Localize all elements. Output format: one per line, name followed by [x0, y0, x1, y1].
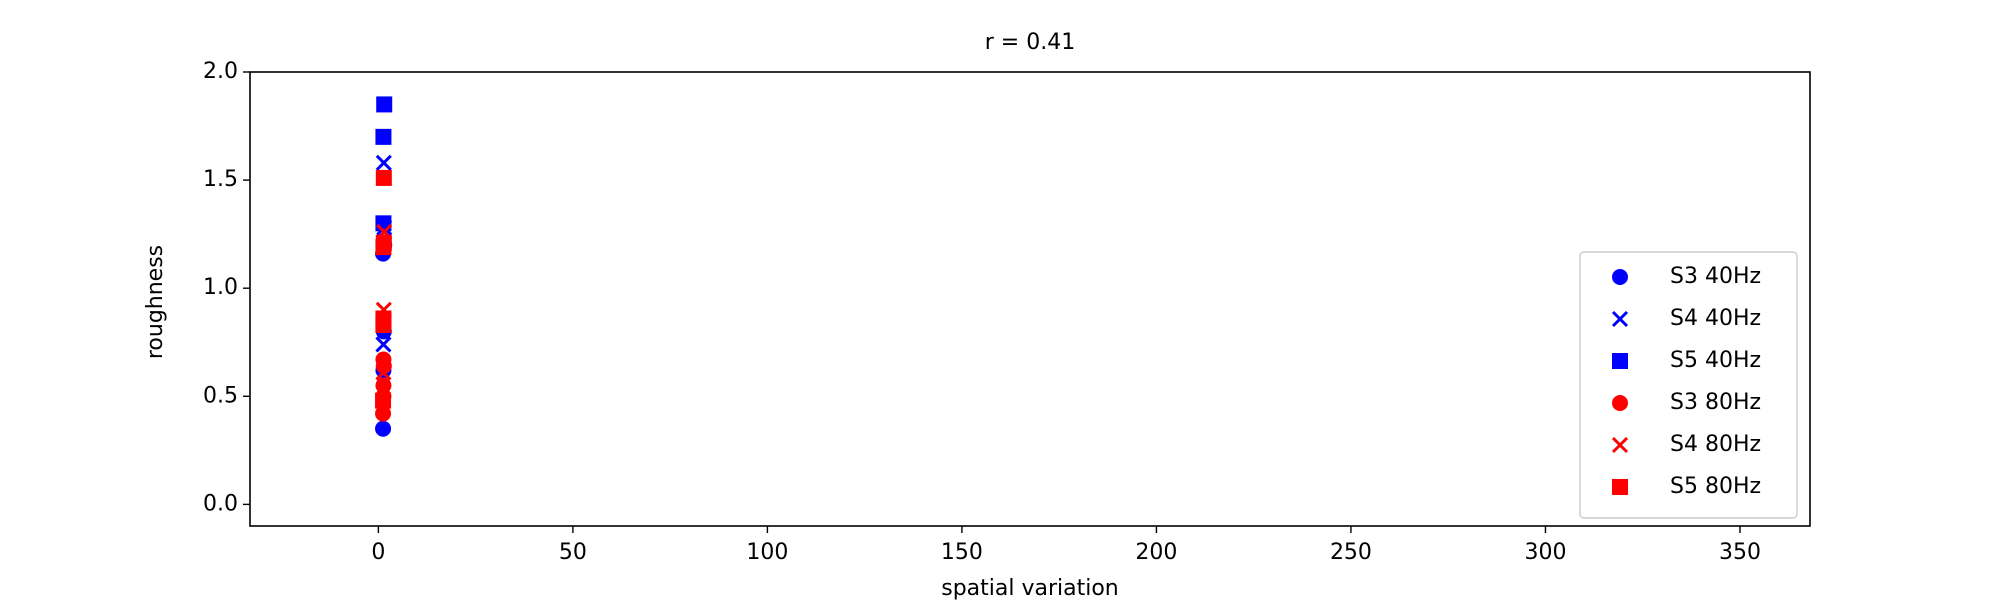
x-tick-label-4: 200	[1135, 540, 1177, 565]
x-tick-label-2: 100	[746, 540, 788, 565]
x-axis-label: spatial variation	[941, 576, 1119, 600]
series-3-point-0	[375, 405, 392, 422]
legend-marker-4-stroke-b	[1611, 436, 1629, 454]
y-tick-label-4: 2.0	[203, 59, 238, 84]
legend-marker-4	[1611, 436, 1629, 454]
legend-marker-1-stroke-b	[1611, 310, 1629, 328]
series-2-point-1	[375, 128, 392, 145]
legend-label-0: S3 40Hz	[1670, 264, 1761, 289]
x-tick-label-6: 300	[1524, 540, 1566, 565]
legend: S3 40Hz S4 40Hz S5 40Hz S3 80Hz S4 80Hz S5 80…	[1579, 251, 1798, 519]
y-tick-label-2: 1.0	[203, 275, 238, 300]
series-5-point-4	[375, 234, 392, 251]
series-4-point-0-stroke-b	[375, 364, 392, 381]
legend-marker-1	[1611, 310, 1629, 328]
x-tick-label-0: 0	[371, 540, 385, 565]
y-tick-label-0: 0.0	[203, 491, 238, 516]
series-1-point-0	[375, 336, 392, 353]
series-4-point-0	[375, 364, 392, 381]
plot-area	[375, 96, 393, 437]
legend-label-1: S4 40Hz	[1670, 306, 1761, 331]
series-3	[375, 351, 392, 422]
chart-title: r = 0.41	[985, 30, 1075, 55]
series-1-point-0-stroke-b	[375, 336, 392, 353]
series-0-point-0	[375, 420, 392, 437]
axes-frame	[249, 71, 1811, 527]
series-1-point-2	[375, 154, 392, 171]
x-tick-label-3: 150	[941, 540, 983, 565]
legend-label-2: S5 40Hz	[1670, 348, 1761, 373]
legend-marker-3	[1612, 395, 1628, 411]
legend-marker-2	[1612, 353, 1628, 369]
legend-marker-0	[1612, 269, 1628, 285]
y-axis-label: roughness	[143, 245, 168, 359]
x-tick-label-1: 50	[559, 540, 587, 565]
legend-marker-5	[1612, 479, 1628, 495]
series-3-point-2	[375, 377, 392, 394]
legend-label-5: S5 80Hz	[1670, 474, 1761, 499]
series-5-point-0	[375, 392, 392, 409]
legend-label-3: S3 80Hz	[1670, 390, 1761, 415]
legend-label-4: S4 80Hz	[1670, 432, 1761, 457]
series-2-point-2	[376, 96, 393, 113]
series-5-point-2	[375, 310, 392, 327]
legend-box	[1579, 251, 1798, 519]
axes: 0 50 100 150 200 250 300 350 0.0 0.5 1.0 1.5 2.0	[203, 59, 1811, 565]
x-tick-label-5: 250	[1330, 540, 1372, 565]
series-1-point-2-stroke-b	[375, 154, 392, 171]
series-5	[375, 169, 392, 409]
series-5-point-5	[375, 169, 392, 186]
y-tick-label-1: 0.5	[203, 383, 238, 408]
y-tick-label-3: 1.5	[203, 167, 238, 192]
series-3-point-4	[375, 351, 392, 368]
x-tick-label-7: 350	[1719, 540, 1761, 565]
